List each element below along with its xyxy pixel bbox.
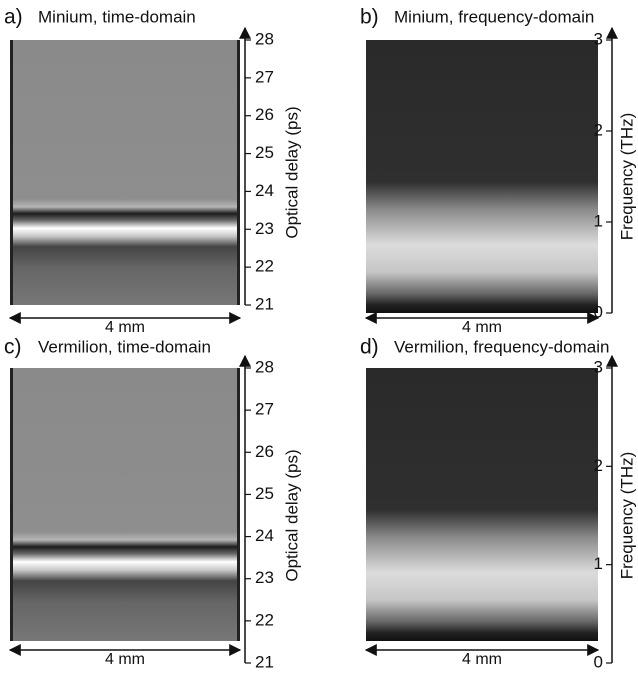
tick-label: 23 — [255, 568, 274, 587]
tick-label: 24 — [255, 181, 274, 200]
axis-label: Optical delay (ps) — [282, 449, 301, 581]
tick-label: 2 — [594, 456, 603, 475]
tick-label: 21 — [255, 294, 274, 313]
panel-label: b) — [360, 6, 379, 29]
scale-label: 4 mm — [462, 651, 502, 668]
tick-label: 23 — [255, 219, 274, 238]
image-edge — [237, 368, 240, 641]
tick-label: 28 — [255, 357, 274, 376]
image-edge — [237, 40, 240, 305]
tick-label: 24 — [255, 526, 274, 545]
axis-label: Frequency (THz) — [617, 113, 636, 241]
scale-label: 4 mm — [105, 651, 145, 668]
scale-label: 4 mm — [105, 319, 145, 336]
tick-label: 22 — [255, 257, 274, 276]
panel-title: Minium, frequency-domain — [394, 7, 594, 26]
tick-label: 25 — [255, 143, 274, 162]
tick-label: 3 — [594, 357, 603, 376]
tick-label: 0 — [594, 652, 603, 670]
tick-label: 22 — [255, 610, 274, 629]
panel-image — [366, 40, 598, 313]
tick-label: 2 — [594, 120, 603, 139]
axis-label: Frequency (THz) — [617, 452, 636, 580]
scale-label: 4 mm — [462, 319, 502, 336]
panel-label: a) — [4, 6, 23, 29]
tick-label: 27 — [255, 67, 274, 86]
panel-image — [366, 368, 598, 641]
tick-label: 21 — [255, 652, 274, 670]
panel-title: Vermilion, frequency-domain — [394, 337, 609, 356]
image-edge — [10, 40, 13, 305]
panel-image — [10, 40, 240, 305]
tick-label: 1 — [594, 211, 603, 230]
tick-label: 27 — [255, 400, 274, 419]
panel-image — [10, 368, 240, 641]
panel-label: d) — [360, 336, 379, 359]
panel-label: c) — [4, 336, 22, 359]
panel-title: Vermilion, time-domain — [38, 337, 211, 356]
tick-label: 3 — [594, 29, 603, 48]
tick-label: 25 — [255, 484, 274, 503]
tick-label: 0 — [594, 302, 603, 321]
panel-title: Minium, time-domain — [38, 7, 196, 26]
tick-label: 28 — [255, 29, 274, 48]
tick-label: 26 — [255, 105, 274, 124]
tick-label: 1 — [594, 554, 603, 573]
image-edge — [10, 368, 13, 641]
tick-label: 26 — [255, 442, 274, 461]
axis-label: Optical delay (ps) — [282, 106, 301, 238]
